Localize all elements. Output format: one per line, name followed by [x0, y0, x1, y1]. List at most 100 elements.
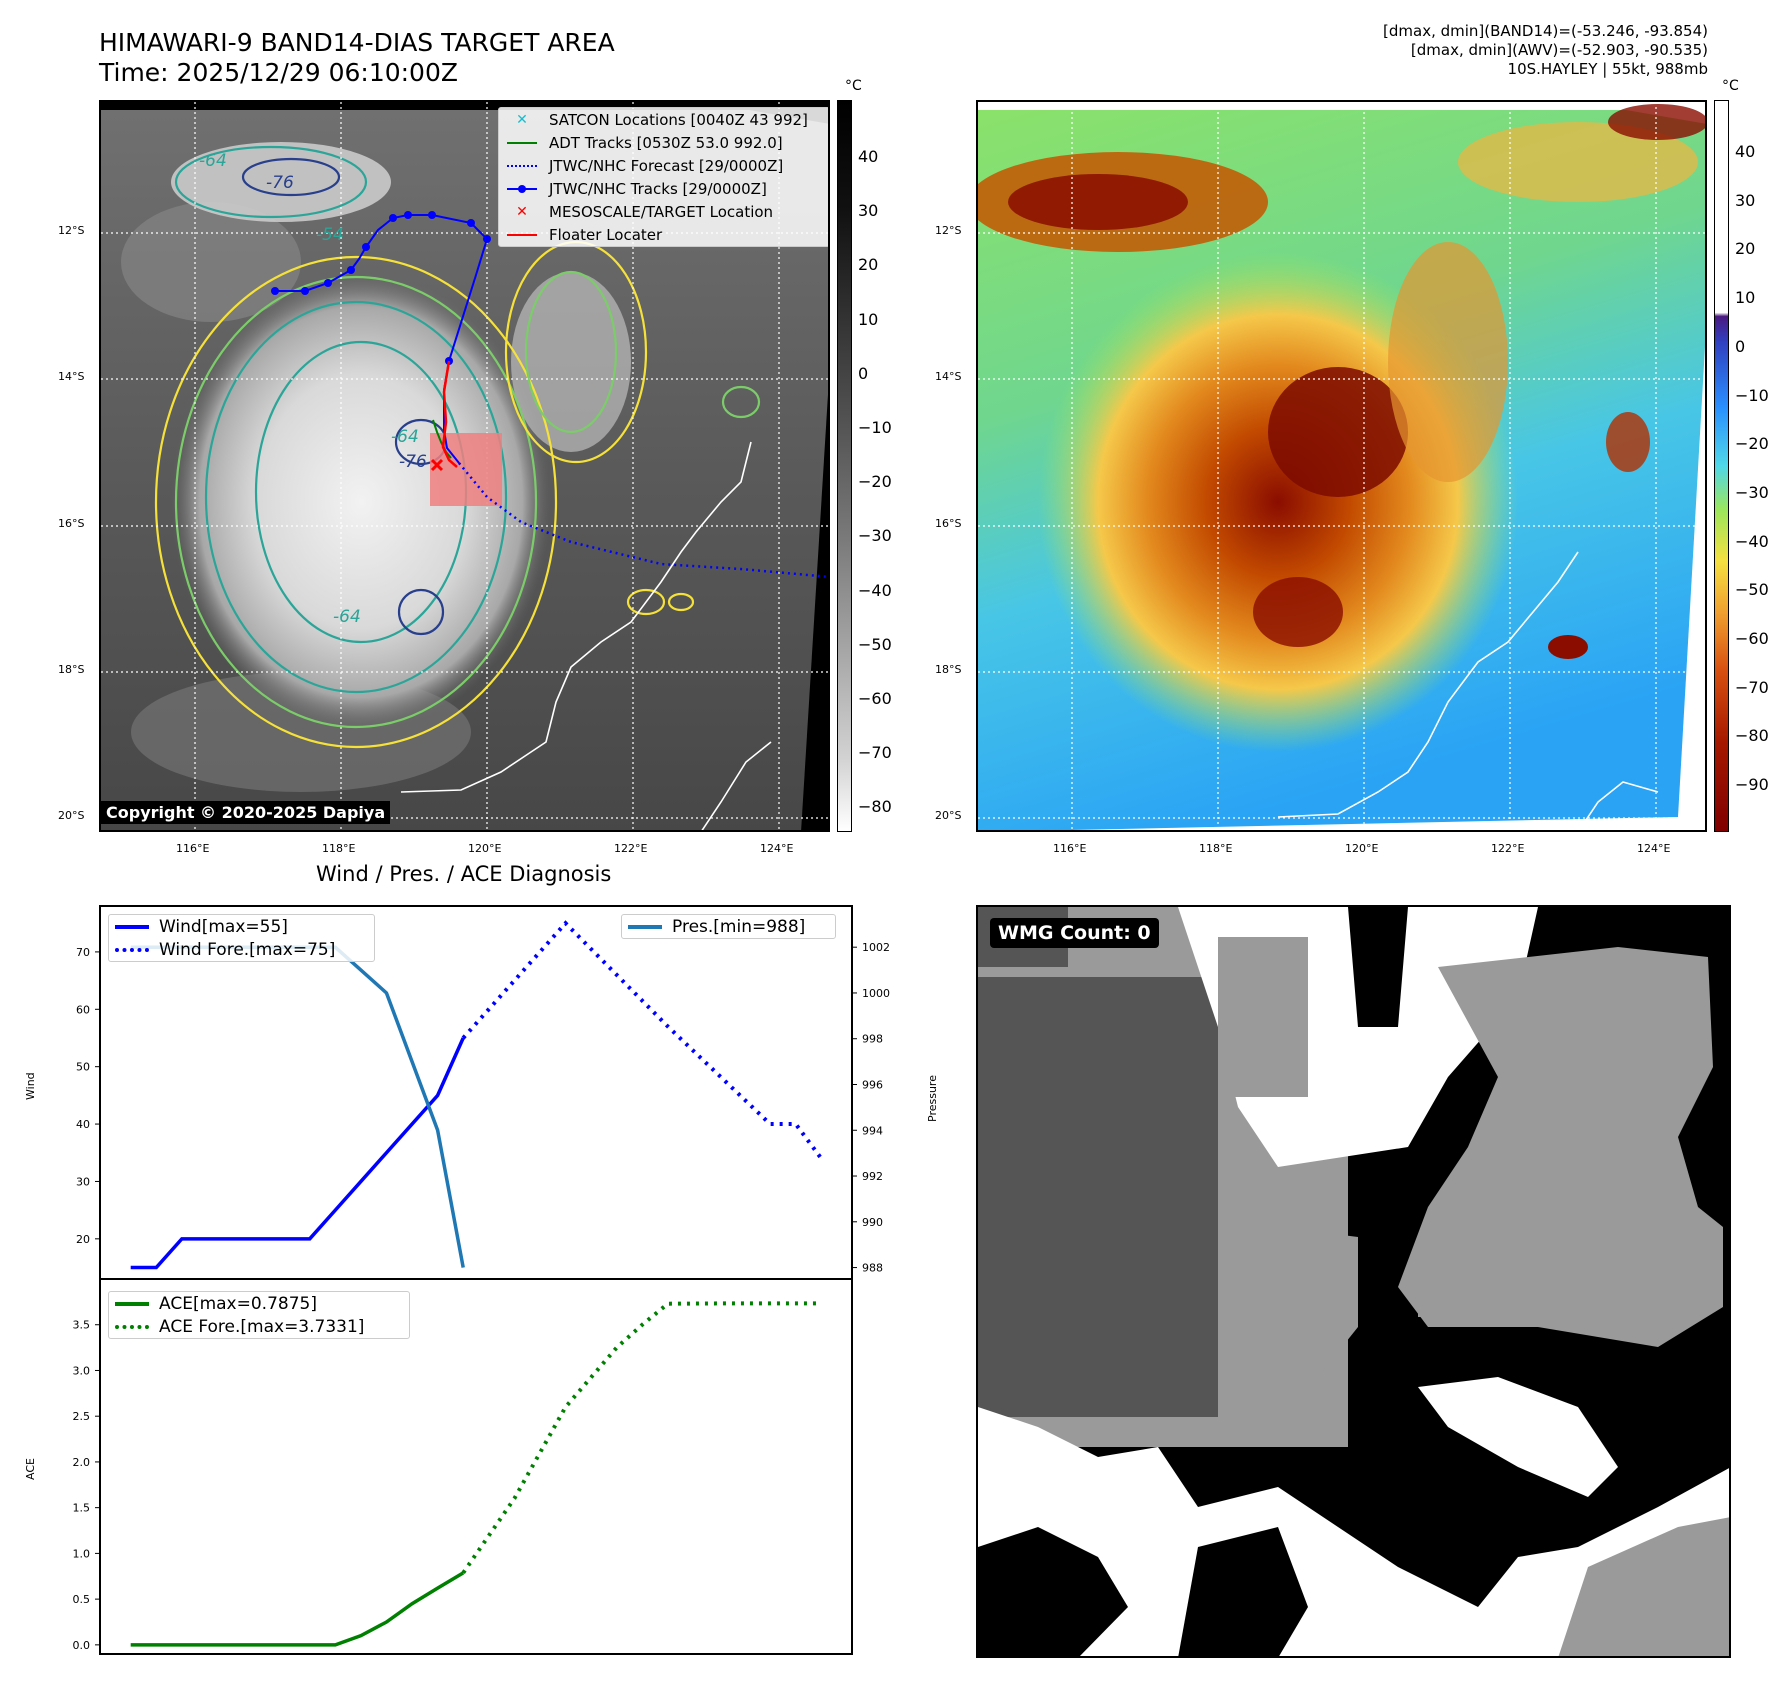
colorbar-tick: 20: [858, 255, 879, 275]
colorbar-tick: −40: [858, 580, 892, 600]
target-marker-icon: ✕: [516, 203, 528, 220]
wind-tick-label: 20: [76, 1233, 90, 1246]
lat-label: 12°S: [58, 224, 85, 237]
ace-frame: [99, 1278, 853, 1655]
legend-wind-fore: Wind Fore.[max=75]: [109, 938, 374, 961]
colorbar-tick: −20: [858, 472, 892, 492]
pressure-tick-label: 1000: [862, 987, 890, 1000]
lat-label: 20°S: [935, 809, 962, 822]
satcon-marker-icon: ✕: [516, 111, 528, 128]
colorbar-tick: −10: [1735, 385, 1769, 405]
colorbar-tick: −20: [1735, 434, 1769, 454]
info-band14: [dmax, dmin](BAND14)=(-53.246, -93.854): [1383, 22, 1708, 40]
lat-label: 12°S: [935, 224, 962, 237]
contour-label: -64: [333, 607, 361, 627]
jtwc-forecast-line: [458, 462, 828, 579]
colorbar-tick: −80: [858, 797, 892, 817]
ace-tick-label: 3.0: [73, 1364, 91, 1377]
info-block: [dmax, dmin](BAND14)=(-53.246, -93.854) …: [1108, 22, 1708, 79]
lon-label: 116°E: [1053, 842, 1087, 855]
plot-time: Time: 2025/12/29 06:10:00Z: [99, 58, 458, 87]
contour-label: -64: [199, 151, 227, 171]
awv-map: [976, 100, 1707, 832]
ace-tick-label: 0.5: [73, 1593, 91, 1606]
lat-label: 16°S: [935, 517, 962, 530]
ace-line: [130, 1571, 465, 1647]
colorbar-tick: 40: [1735, 142, 1756, 161]
legend-wind: Wind[max=55]: [109, 915, 374, 938]
band14-map: -64 -76 -64 -64 -54 -76 ✕ SATCON Location…: [99, 100, 830, 832]
lon-label: 122°E: [1491, 842, 1525, 855]
wind-tick-label: 30: [76, 1175, 90, 1188]
contour-label: -76: [399, 452, 427, 472]
ace-legend: ACE[max=0.7875] ACE Fore.[max=3.7331]: [108, 1291, 410, 1339]
lat-label: 14°S: [935, 370, 962, 383]
plot-title: HIMAWARI-9 BAND14-DIAS TARGET AREA: [99, 28, 615, 57]
wmg-count-badge: WMG Count: 0: [990, 918, 1159, 948]
lon-label: 122°E: [614, 842, 648, 855]
map-legend: ✕ SATCON Locations [0040Z 43 992] ADT Tra…: [498, 107, 828, 247]
contour-labels: -64 -76 -64 -64 -54 -76: [199, 151, 427, 627]
lon-label: 118°E: [1199, 842, 1233, 855]
wind-line: [130, 1037, 465, 1270]
color-colorbar: [1714, 100, 1729, 832]
ace-tick-label: 1.5: [73, 1502, 91, 1515]
pressure-axis-label: Pressure: [926, 1075, 939, 1122]
colorbar-tick: 10: [1735, 288, 1756, 308]
target-location-marker[interactable]: [430, 458, 444, 472]
colorbar-unit: °C: [1722, 78, 1739, 94]
pressure-tick-label: 992: [862, 1170, 883, 1183]
legend-target: ✕ MESOSCALE/TARGET Location: [499, 200, 828, 223]
colorbar-tick: 30: [858, 201, 879, 221]
cloud-top-contours: [154, 145, 761, 749]
legend-jtwc-tracks: JTWC/NHC Tracks [29/0000Z]: [499, 177, 828, 200]
lat-label: 20°S: [58, 809, 85, 822]
colorbar-tick: −30: [1735, 482, 1769, 502]
colorbar-tick: −40: [1735, 531, 1769, 551]
colorbar-tick: −60: [1735, 629, 1769, 648]
colorbar-tick: 0: [858, 363, 869, 383]
diagnosis-chart: 20 30 40 50 60 70 988 990 992 994 996 998 1000 1002 0.…: [73, 905, 890, 1655]
wmg-svg: [978, 907, 1729, 1656]
wind-tick-label: 60: [76, 1003, 90, 1016]
legend-pres: Pres.[min=988]: [622, 915, 835, 938]
floater-track-line: [441, 360, 458, 468]
lon-label: 124°E: [1637, 842, 1671, 855]
pressure-line: [130, 945, 465, 1268]
awv-coastline: [1277, 551, 1659, 830]
pressure-tick-label: 1002: [862, 941, 890, 954]
ace-forecast-line: [461, 1301, 822, 1574]
colorbar-tick: −50: [1735, 580, 1769, 600]
wind-axis-label: Wind: [24, 1072, 37, 1100]
pressure-tick-label: 994: [862, 1124, 883, 1137]
lon-label: 118°E: [322, 842, 356, 855]
wind-legend: Wind[max=55] Wind Fore.[max=75]: [108, 914, 375, 962]
coastline: [400, 441, 772, 830]
colorbar-tick: 10: [858, 309, 879, 329]
colorbar-tick: −70: [1735, 677, 1769, 697]
colorbar-unit: °C: [845, 78, 862, 94]
legend-jtwc-forecast: JTWC/NHC Forecast [29/0000Z]: [499, 154, 828, 177]
colorbar-tick: −80: [1735, 726, 1769, 746]
copyright-badge: Copyright © 2020-2025 Dapiya: [101, 801, 391, 824]
ace-tick-label: 2.0: [73, 1456, 91, 1469]
jtwc-track-points: [271, 211, 491, 365]
ace-tick-label: 0.0: [73, 1639, 91, 1652]
pressure-tick-label: 996: [862, 1078, 883, 1091]
contour-label: -64: [391, 427, 419, 447]
colorbar-tick: −10: [858, 418, 892, 437]
wmg-panel: WMG Count: 0: [976, 905, 1731, 1658]
legend-ace-fore: ACE Fore.[max=3.7331]: [109, 1315, 409, 1338]
pressure-tick-label: 990: [862, 1216, 883, 1229]
lon-label: 124°E: [760, 842, 794, 855]
wind-tick-label: 70: [76, 946, 90, 959]
band14-map-svg: -64 -76 -64 -64 -54 -76: [101, 102, 828, 830]
legend-satcon: ✕ SATCON Locations [0040Z 43 992]: [499, 108, 828, 131]
colorbar-tick: 0: [1735, 336, 1746, 356]
lon-label: 116°E: [176, 842, 210, 855]
pres-legend: Pres.[min=988]: [621, 914, 836, 939]
colorbar-tick: −70: [858, 743, 892, 763]
ace-tick-label: 3.5: [73, 1319, 91, 1332]
legend-ace: ACE[max=0.7875]: [109, 1292, 409, 1315]
colorbar-tick: −30: [858, 526, 892, 546]
